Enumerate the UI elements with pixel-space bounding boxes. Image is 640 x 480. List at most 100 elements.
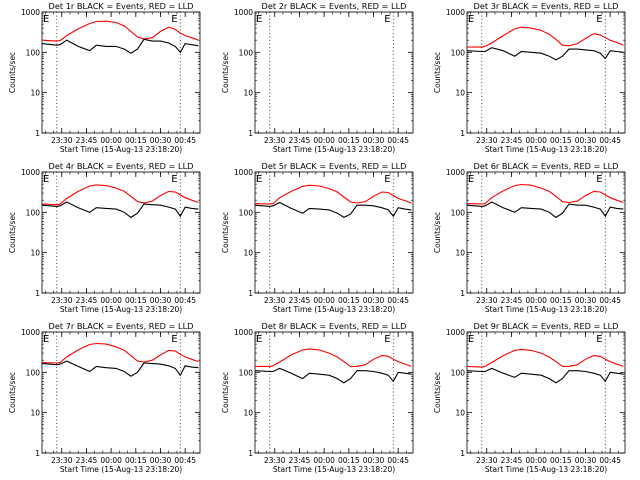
eclipse-marker-label: E (43, 14, 49, 25)
x-tick-label: 23:45 (289, 296, 311, 305)
eclipse-marker-label: E (596, 174, 602, 185)
x-tick-label: 00:30 (363, 456, 385, 465)
x-tick-label: 00:15 (338, 296, 360, 305)
x-tick-label: 23:45 (289, 456, 311, 465)
y-tick-label: 1 (460, 449, 465, 458)
plot-frame (466, 171, 626, 294)
y-tick-label: 1000 (234, 168, 253, 177)
x-tick-label: 00:30 (363, 136, 385, 145)
x-tick-label: 23:45 (76, 136, 98, 145)
x-tick-label: 00:30 (575, 136, 597, 145)
panel-det-7: Det 7r BLACK = Events, RED = LLD 1 10 100 10… (8, 321, 201, 474)
x-axis-label: Start Time (15-Aug-13 23:18:20) (273, 145, 395, 154)
series-lld-line (41, 342, 199, 364)
x-tick-label: 23:45 (501, 136, 523, 145)
eclipse-marker-label: E (171, 14, 177, 25)
x-axis-label: Start Time (15-Aug-13 23:18:20) (485, 305, 607, 314)
x-tick-label: 00:15 (125, 296, 147, 305)
x-tick-label: 00:15 (550, 296, 572, 305)
y-axis-label: Counts/sec (221, 52, 230, 93)
y-tick-label: 1 (460, 129, 465, 138)
y-tick-label: 10 (243, 409, 253, 418)
series-lld-line (254, 184, 412, 205)
panel-det-2: Det 2r BLACK = Events, RED = LLD 1 10 100 10… (221, 1, 414, 154)
x-tick-label: 23:45 (76, 456, 98, 465)
x-axis-label: Start Time (15-Aug-13 23:18:20) (60, 145, 182, 154)
x-tick-label: 00:45 (599, 136, 621, 145)
y-axis-label: Counts/sec (433, 52, 442, 93)
y-axis: 1 10 100 1000 (21, 8, 200, 138)
eclipse-marker-label: E (256, 334, 262, 345)
series-events-line (254, 367, 412, 384)
plot-frame (41, 171, 201, 294)
y-axis-label: Counts/sec (8, 372, 17, 413)
x-axis-label: Start Time (15-Aug-13 23:18:20) (485, 465, 607, 474)
x-tick-label: 00:45 (387, 296, 409, 305)
eclipse-marker-label: E (171, 334, 177, 345)
x-tick-label: 23:30 (476, 296, 498, 305)
y-axis: 1 10 100 1000 (234, 8, 413, 138)
panel-det-1: Det 1r BLACK = Events, RED = LLD 1 10 100 10… (8, 1, 201, 154)
panel-det-9: Det 9r BLACK = Events, RED = LLD 1 10 100 10… (433, 321, 626, 474)
plot-frame (254, 11, 414, 134)
y-tick-label: 10 (455, 89, 465, 98)
eclipse-marker-label: E (43, 174, 49, 185)
eclipse-marker-label: E (384, 334, 390, 345)
eclipse-marker-label: E (468, 334, 474, 345)
x-tick-label: 00:15 (550, 136, 572, 145)
x-tick-label: 00:00 (525, 456, 547, 465)
panel-title: Det 7r BLACK = Events, RED = LLD (49, 321, 194, 331)
series-lld-line (466, 348, 624, 368)
x-tick-label: 00:30 (575, 456, 597, 465)
x-tick-label: 00:00 (525, 296, 547, 305)
x-tick-label: 00:45 (174, 136, 196, 145)
y-tick-label: 10 (30, 89, 40, 98)
x-axis-label: Start Time (15-Aug-13 23:18:20) (273, 465, 395, 474)
series-events-line (41, 201, 199, 219)
x-tick-label: 00:15 (125, 136, 147, 145)
x-tick-label: 00:00 (525, 136, 547, 145)
eclipse-marker-label: E (468, 14, 474, 25)
x-tick-label: 00:15 (338, 456, 360, 465)
panel-det-8: Det 8r BLACK = Events, RED = LLD 1 10 100 10… (221, 321, 414, 474)
series-lld-line (255, 348, 412, 367)
y-tick-label: 100 (239, 48, 254, 57)
panel-title: Det 4r BLACK = Events, RED = LLD (49, 161, 194, 171)
y-axis: 1 10 100 1000 (446, 168, 625, 298)
x-tick-label: 00:30 (363, 296, 385, 305)
eclipse-marker-label: E (468, 174, 474, 185)
x-tick-label: 23:45 (289, 136, 311, 145)
x-axis: 23:30 23:45 00:00 00:15 00:30 00:45 (469, 12, 621, 145)
y-tick-label: 10 (243, 249, 253, 258)
y-tick-label: 1000 (446, 168, 465, 177)
y-tick-label: 100 (26, 48, 41, 57)
y-tick-label: 1 (35, 129, 40, 138)
y-axis-label: Counts/sec (8, 52, 17, 93)
x-axis: 23:30 23:45 00:00 00:15 00:30 00:45 (44, 332, 196, 465)
x-tick-label: 00:45 (174, 296, 196, 305)
x-tick-label: 00:45 (599, 456, 621, 465)
panel-title: Det 2r BLACK = Events, RED = LLD (262, 1, 407, 11)
x-tick-label: 00:00 (313, 456, 335, 465)
panel-title: Det 1r BLACK = Events, RED = LLD (49, 1, 194, 11)
y-axis: 1 10 100 1000 (446, 8, 625, 138)
x-tick-label: 00:00 (100, 136, 122, 145)
plot-frame (254, 171, 414, 294)
y-tick-label: 100 (26, 208, 41, 217)
x-tick-label: 23:45 (501, 296, 523, 305)
x-tick-label: 00:15 (125, 456, 147, 465)
x-tick-label: 23:30 (264, 296, 286, 305)
x-tick-label: 23:30 (476, 136, 498, 145)
eclipse-marker-label: E (171, 174, 177, 185)
series-events-line (466, 201, 624, 219)
series-lld-line (41, 20, 199, 42)
series-events-line (41, 38, 199, 54)
x-tick-label: 00:30 (575, 296, 597, 305)
x-tick-label: 00:00 (100, 296, 122, 305)
x-tick-label: 23:45 (501, 456, 523, 465)
y-axis-label: Counts/sec (221, 212, 230, 253)
eclipse-marker-label: E (596, 14, 602, 25)
plot-frame (41, 331, 201, 454)
x-axis-label: Start Time (15-Aug-13 23:18:20) (273, 305, 395, 314)
x-tick-label: 00:00 (100, 456, 122, 465)
